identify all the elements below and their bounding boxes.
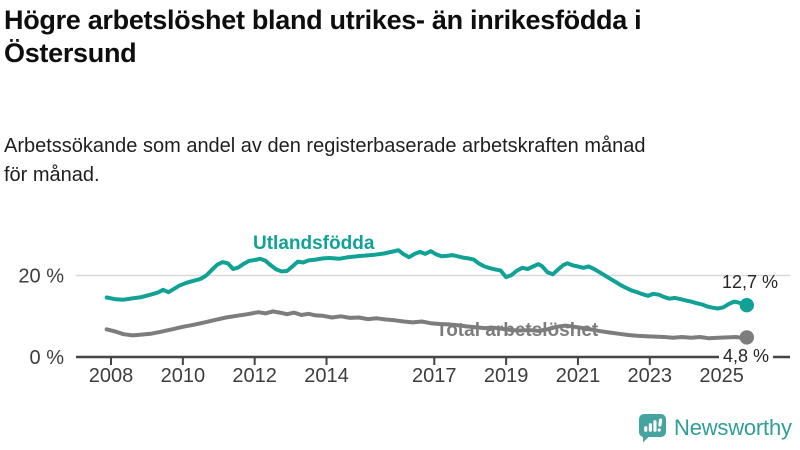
x-tick-label: 2023 [628,365,673,387]
newsworthy-logo-icon [639,414,666,443]
series-label-utlandsfodda: Utlandsfödda [253,233,375,254]
x-tick-label: 2019 [484,365,529,387]
series-line-utlandsf-dda [104,248,749,311]
x-tick-label: 2014 [304,365,349,387]
y-tick-label: 20 % [18,266,64,288]
x-tick-label: 2017 [412,365,457,387]
x-tick-label: 2021 [556,365,601,387]
series-line-total-arbetsl-shet [104,309,749,341]
series-label-total-arbetsloshet: Total arbetslöshet [436,320,599,341]
series-end-dot-total-arbetsl-shet [739,330,754,345]
title-line-1: Högre arbetslöshet bland utrikes- än inr… [4,5,642,35]
x-tick-label: 2010 [161,365,206,387]
title-line-2: Östersund [4,38,137,68]
chart-subtitle: Arbetssökande som andel av den registerb… [4,132,792,190]
end-value-label-total: 4,8 % [719,346,774,367]
newsworthy-logo-text: Newsworthy [674,415,792,440]
x-tick-label: 2025 [699,365,744,387]
bar-chart-glyph [644,418,663,432]
subtitle-line-2: för månad. [4,164,100,186]
end-value-label-utlandsfodda: 12,7 % [721,272,778,292]
page-title: Högre arbetslöshet bland utrikes- än inr… [4,4,796,70]
newsworthy-logo[interactable]: Newsworthy [638,413,792,443]
x-tick-label: 2008 [89,365,134,387]
x-tick-label: 2012 [232,365,277,387]
speech-bubble-shape [639,414,666,443]
series-end-dot-utlandsf-dda [739,298,754,313]
y-tick-label: 0 % [30,347,65,369]
subtitle-line-1: Arbetssökande som andel av den registerb… [4,135,646,157]
